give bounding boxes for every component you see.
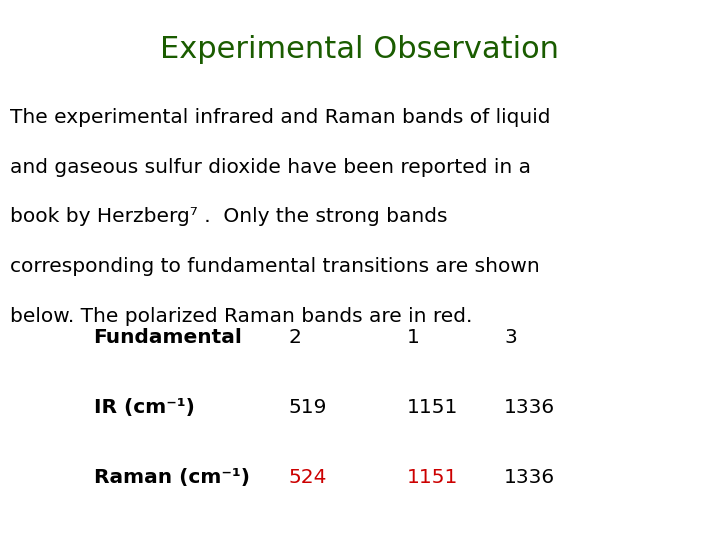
Text: 1151: 1151 bbox=[407, 468, 458, 488]
Text: book by Herzberg⁷ .  Only the strong bands: book by Herzberg⁷ . Only the strong band… bbox=[10, 207, 448, 226]
Text: 524: 524 bbox=[288, 468, 326, 488]
Text: below. The polarized Raman bands are in red.: below. The polarized Raman bands are in … bbox=[10, 307, 472, 326]
Text: Experimental Observation: Experimental Observation bbox=[161, 35, 559, 64]
Text: IR (cm⁻¹): IR (cm⁻¹) bbox=[94, 398, 194, 417]
Text: 519: 519 bbox=[288, 398, 326, 417]
Text: 1151: 1151 bbox=[407, 398, 458, 417]
Text: 3: 3 bbox=[504, 328, 517, 347]
Text: 1336: 1336 bbox=[504, 398, 555, 417]
Text: The experimental infrared and Raman bands of liquid: The experimental infrared and Raman band… bbox=[10, 108, 551, 127]
Text: 1: 1 bbox=[407, 328, 420, 347]
Text: 2: 2 bbox=[288, 328, 301, 347]
Text: 1336: 1336 bbox=[504, 468, 555, 488]
Text: Fundamental: Fundamental bbox=[94, 328, 243, 347]
Text: corresponding to fundamental transitions are shown: corresponding to fundamental transitions… bbox=[10, 257, 540, 276]
Text: Raman (cm⁻¹): Raman (cm⁻¹) bbox=[94, 468, 250, 488]
Text: and gaseous sulfur dioxide have been reported in a: and gaseous sulfur dioxide have been rep… bbox=[10, 158, 531, 177]
